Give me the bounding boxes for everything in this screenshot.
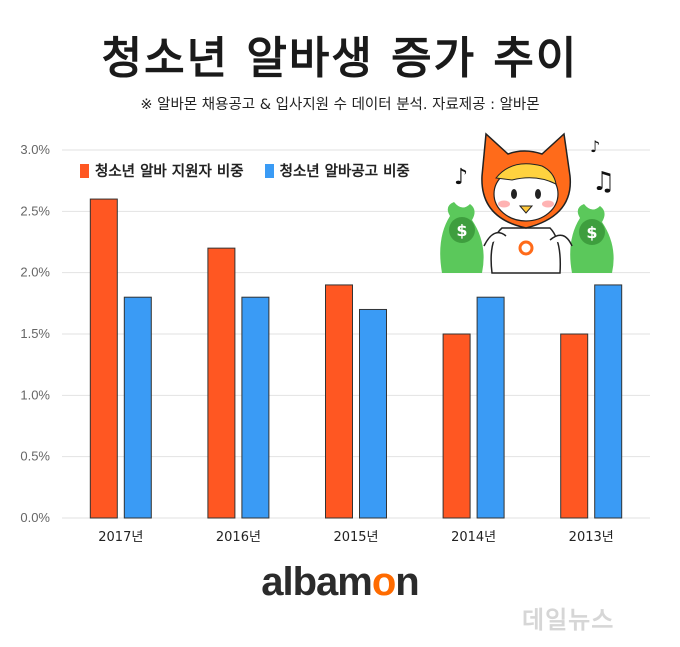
mascot-character-icon	[481, 132, 573, 274]
chart-subtitle: ※ 알바몬 채용공고 & 입사지원 수 데이터 분석. 자료제공 : 알바몬	[140, 97, 540, 113]
svg-text:♫: ♫	[592, 167, 615, 197]
bar-postings-2	[359, 308, 387, 519]
y-tick-label: 0.5%	[20, 449, 50, 464]
legend-label-applicants: 청소년 알바 지원자 비중	[95, 164, 244, 180]
legend-item-postings: 청소년 알바공고 비중	[264, 160, 410, 181]
svg-text:$: $	[586, 223, 597, 242]
bar-applicants-1	[207, 247, 236, 519]
x-axis-categories: 2017년 2016년 2015년 2014년 2013년	[98, 530, 613, 545]
bar-applicants-4	[560, 333, 589, 519]
bar-applicants-0	[89, 198, 118, 519]
y-axis-ticks: 0.0% 0.5% 1.0% 1.5% 2.0% 2.5% 3.0%	[20, 142, 50, 525]
legend-item-applicants: 청소년 알바 지원자 비중	[80, 160, 244, 181]
bar-applicants-2	[325, 284, 353, 519]
bars	[89, 198, 623, 519]
bar-postings-4	[594, 284, 623, 519]
y-tick-label: 1.0%	[20, 387, 50, 402]
logo-text-end: n	[395, 560, 419, 604]
legend-label-postings: 청소년 알바공고 비중	[279, 164, 410, 180]
svg-text:♪: ♪	[454, 165, 468, 190]
bar-postings-0	[123, 296, 152, 519]
albamon-logo: albamon	[0, 560, 680, 605]
x-category-label: 2013년	[569, 530, 614, 545]
money-bag-icon: $	[440, 202, 484, 273]
watermark: 데일뉴스	[522, 606, 615, 634]
music-note-icon: ♪ ♪ ♫	[454, 137, 615, 197]
legend-swatch-blue	[264, 164, 274, 178]
logo-accent: o	[371, 560, 396, 604]
x-category-label: 2015년	[333, 530, 378, 545]
legend-swatch-orange	[80, 164, 89, 178]
x-category-label: 2016년	[216, 530, 261, 545]
y-tick-label: 2.5%	[20, 203, 50, 218]
y-tick-label: 0.0%	[20, 510, 50, 525]
legend: 청소년 알바 지원자 비중 청소년 알바공고 비중	[80, 160, 426, 181]
money-bag-icon: $	[570, 204, 614, 273]
bar-postings-3	[476, 296, 505, 519]
svg-text:♪: ♪	[590, 137, 600, 156]
bar-postings-1	[241, 296, 270, 519]
y-tick-label: 3.0%	[20, 142, 50, 157]
x-category-label: 2014년	[451, 530, 496, 545]
mascot-illustration: ♪ ♪ ♫ $ $	[440, 132, 615, 274]
gridlines	[62, 149, 650, 519]
bar-applicants-3	[442, 333, 471, 519]
logo-text-start: albam	[261, 560, 373, 604]
x-category-label: 2017년	[98, 530, 143, 545]
y-tick-label: 1.5%	[20, 326, 50, 341]
svg-text:$: $	[456, 221, 467, 240]
y-tick-label: 2.0%	[20, 265, 50, 280]
chart-title: 청소년 알바생 증가 추이	[101, 33, 579, 84]
bar-chart: 0.0%0.5%1.0%1.5%2.0%2.5%3.0% 2017년 2016년 2…	[20, 142, 650, 545]
